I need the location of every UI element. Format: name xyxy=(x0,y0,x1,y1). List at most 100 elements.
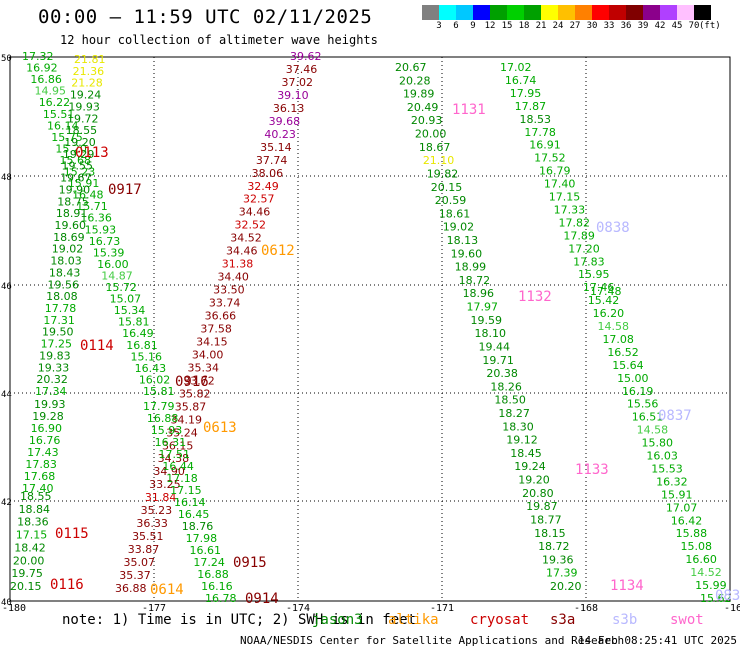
wave-height-value: 36.13 xyxy=(273,102,305,115)
legend-label: 12 xyxy=(484,21,496,31)
wave-height-value: 19.90 xyxy=(59,183,91,196)
pass-label: 0837 xyxy=(658,408,692,424)
wave-height-value: 18.72 xyxy=(538,540,570,553)
wave-height-value: 35.37 xyxy=(119,569,151,582)
wave-height-value: 15.23 xyxy=(64,166,96,179)
wave-height-value: 36.33 xyxy=(136,517,168,530)
wave-height-value: 15.93 xyxy=(151,424,183,437)
wave-height-value: 16.61 xyxy=(190,544,222,557)
pass-label: 0916 xyxy=(175,374,209,390)
wave-height-value: 16.73 xyxy=(89,235,121,248)
wave-height-value: 16.02 xyxy=(139,373,171,386)
wave-height-value: 21.10 xyxy=(423,154,455,167)
wave-height-value: 18.69 xyxy=(53,231,85,244)
wave-height-value: 16.49 xyxy=(122,327,154,340)
wave-height-value: 18.15 xyxy=(534,527,566,540)
wave-height-value: 34.90 xyxy=(153,465,185,478)
wave-height-value: 20.00 xyxy=(415,128,447,141)
mission-label: swot xyxy=(670,612,704,628)
pass-label: 0915 xyxy=(233,555,267,571)
wave-height-value: 17.20 xyxy=(568,242,600,255)
pass-label: 0838 xyxy=(596,220,630,236)
legend-swatch xyxy=(643,5,660,20)
wave-height-value: 33.25 xyxy=(149,478,181,491)
wave-height-value: 18.67 xyxy=(419,141,451,154)
wave-height-value: 16.86 xyxy=(30,73,61,86)
wave-height-value: 17.89 xyxy=(563,229,595,242)
wave-height-value: 16.92 xyxy=(26,62,58,75)
legend-label: 18 xyxy=(518,21,530,31)
wave-height-value: 18.99 xyxy=(455,261,487,274)
wave-height-value: 17.82 xyxy=(559,216,591,229)
wave-height-value: 20.20 xyxy=(550,580,582,593)
wave-height-value: 19.20 xyxy=(64,136,96,149)
wave-height-value: 15.81 xyxy=(118,316,150,329)
pass-label: 0612 xyxy=(261,243,295,259)
wave-height-value: 16.00 xyxy=(97,258,129,271)
wave-height-value: 35.07 xyxy=(124,556,156,569)
pass-label: 0116 xyxy=(50,577,84,593)
wave-height-value: 34.00 xyxy=(192,348,224,361)
wave-height-value: 16.14 xyxy=(47,119,79,132)
legend-swatch xyxy=(609,5,626,20)
wave-height-value: 20.59 xyxy=(435,194,467,207)
wave-height-value: 17.24 xyxy=(193,556,225,569)
legend-label: 70 xyxy=(688,21,700,31)
wave-height-value: 18.61 xyxy=(439,207,471,220)
pass-label: 0914 xyxy=(245,591,279,607)
y-tick-label: 48 xyxy=(1,173,12,183)
wave-height-value: 16.32 xyxy=(656,475,688,488)
wave-height-value: 14.58 xyxy=(598,320,630,333)
wave-height-value: 17.15 xyxy=(16,529,48,542)
legend-label: 45 xyxy=(671,21,683,31)
legend-label: 6 xyxy=(453,21,459,31)
wave-height-value: 31.84 xyxy=(145,491,177,504)
wave-height-value: 34.15 xyxy=(196,335,228,348)
map-frame xyxy=(9,56,731,602)
pass-label: 0917 xyxy=(108,182,142,198)
wave-height-value: 18.10 xyxy=(474,327,506,340)
wave-height-value: 15.95 xyxy=(578,268,610,281)
wave-height-value: 15.71 xyxy=(76,200,108,213)
wave-height-value: 35.14 xyxy=(260,141,292,154)
wave-height-value: 15.91 xyxy=(661,488,693,501)
wave-height-value: 19.50 xyxy=(42,326,74,339)
x-tick-label: -171 xyxy=(430,603,454,614)
wave-height-value: 39.10 xyxy=(277,89,309,102)
wave-height-value: 16.45 xyxy=(178,508,210,521)
wave-height-value: 36.15 xyxy=(162,439,194,452)
wave-height-value: 18.50 xyxy=(494,394,526,407)
wave-height-value: 16.14 xyxy=(174,496,206,509)
wave-height-value: 17.02 xyxy=(500,61,532,74)
wave-height-value: 19.36 xyxy=(542,553,574,566)
wave-height-value: 36.88 xyxy=(115,582,147,595)
pass-label: 0113 xyxy=(75,145,109,161)
legend-swatch xyxy=(524,5,541,20)
wave-height-value: 18.91 xyxy=(56,207,87,220)
mission-label: s3b xyxy=(612,612,638,628)
wave-height-value: 18.77 xyxy=(530,513,562,526)
x-tick-label: -174 xyxy=(286,603,310,614)
wave-height-value: 16.42 xyxy=(671,514,703,527)
wave-height-value: 18.96 xyxy=(463,287,495,300)
pass-label: 1133 xyxy=(575,462,609,478)
wave-height-value: 17.25 xyxy=(41,338,72,351)
wave-height-value: 35.23 xyxy=(141,504,173,517)
wave-height-value: 20.80 xyxy=(522,487,554,500)
wave-height-value: 19.75 xyxy=(11,567,43,580)
wave-height-value: 17.15 xyxy=(549,191,581,204)
legend-label: 30 xyxy=(586,21,598,31)
wave-height-value: 19.59 xyxy=(471,314,503,327)
wave-height-value: 18.55 xyxy=(20,490,52,503)
wave-height-value: 19.28 xyxy=(32,410,64,423)
wave-height-value: 15.42 xyxy=(588,294,620,307)
wave-height-value: 17.15 xyxy=(170,484,202,497)
wave-height-value: 37.02 xyxy=(281,76,313,89)
wave-height-value: 16.76 xyxy=(29,434,61,447)
wave-height-value: 35.24 xyxy=(166,426,198,439)
wave-height-value: 16.48 xyxy=(72,189,104,202)
wave-height-value: 17.39 xyxy=(546,567,578,580)
wave-height-value: 17.08 xyxy=(602,333,634,346)
y-tick-label: 50 xyxy=(1,54,12,64)
wave-height-value: 16.78 xyxy=(205,592,237,605)
